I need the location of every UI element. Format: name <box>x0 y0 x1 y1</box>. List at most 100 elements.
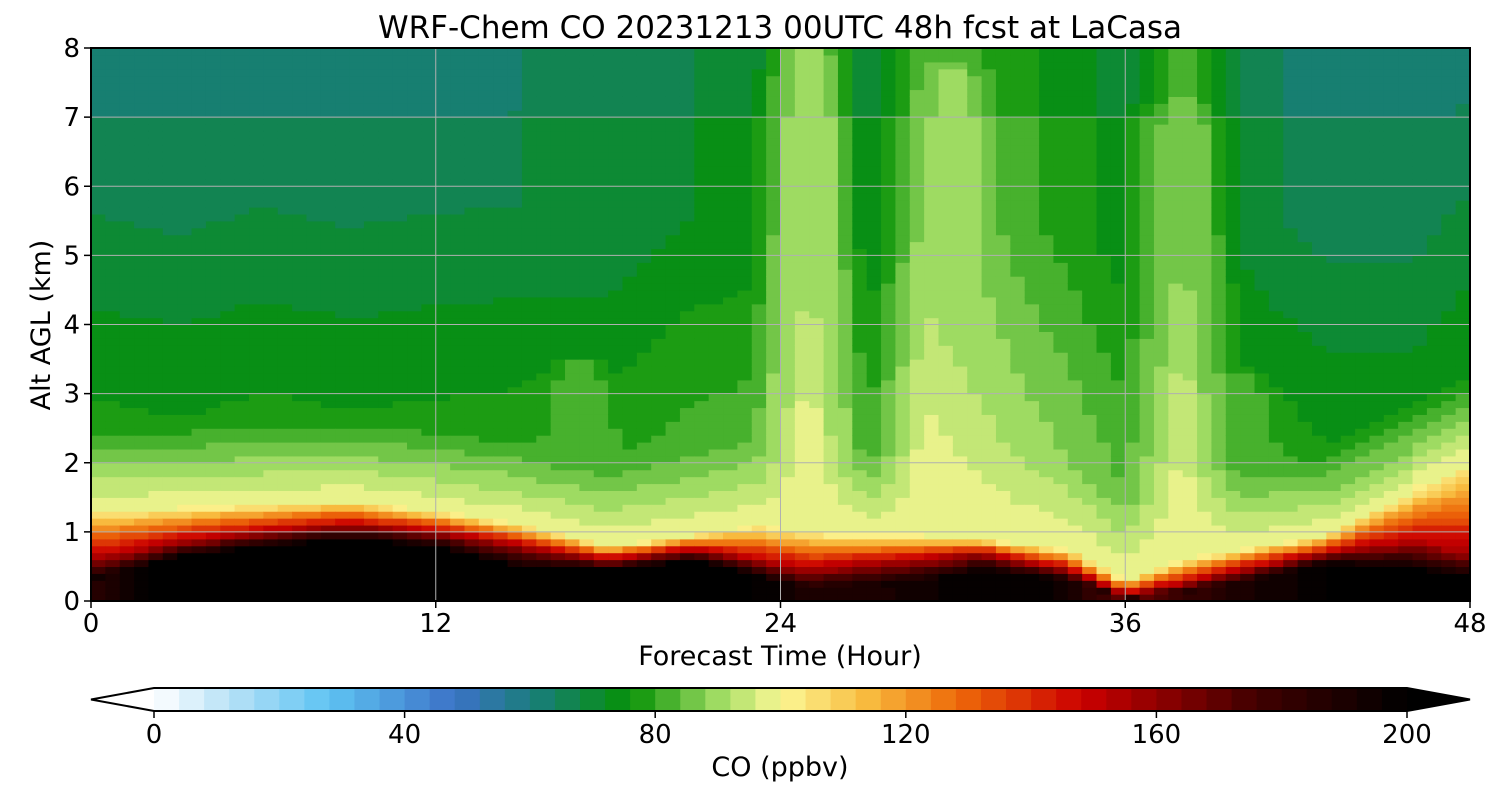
heatmap-cell <box>148 428 164 436</box>
heatmap-cell <box>249 573 264 581</box>
heatmap-cell <box>636 179 652 187</box>
heatmap-cell <box>162 213 178 222</box>
heatmap-cell <box>536 566 552 574</box>
heatmap-cell <box>378 248 394 256</box>
heatmap-cell <box>737 54 753 63</box>
heatmap-cell <box>162 345 178 353</box>
heatmap-cell <box>924 393 940 402</box>
heatmap-cell <box>766 262 782 270</box>
heatmap-cell <box>823 234 839 243</box>
heatmap-cell <box>320 283 336 291</box>
heatmap-cell <box>866 151 882 160</box>
heatmap-cell <box>665 110 681 118</box>
heatmap-cell <box>464 213 480 222</box>
heatmap-cell <box>694 317 710 326</box>
heatmap-cell <box>550 269 566 277</box>
heatmap-cell <box>392 206 408 215</box>
heatmap-cell <box>608 331 624 339</box>
heatmap-cell <box>435 469 451 478</box>
heatmap-cell <box>766 483 782 491</box>
heatmap-cell <box>651 359 667 367</box>
heatmap-cell <box>737 220 753 229</box>
heatmap-cell <box>378 137 394 146</box>
heatmap-cell <box>794 283 810 291</box>
heatmap-cell <box>421 96 437 104</box>
heatmap-cell <box>737 393 753 402</box>
heatmap-cell <box>450 276 466 284</box>
heatmap-cell <box>565 490 580 498</box>
heatmap-cell <box>507 213 523 222</box>
heatmap-cell <box>622 511 638 519</box>
heatmap-cell <box>392 186 408 194</box>
heatmap-cell <box>249 490 264 498</box>
heatmap-cell <box>450 407 466 415</box>
heatmap-cell <box>521 352 537 360</box>
heatmap-cell <box>636 359 652 367</box>
heatmap-cell <box>234 435 250 443</box>
heatmap-cell <box>507 262 523 270</box>
heatmap-cell <box>263 428 279 436</box>
heatmap-cell <box>550 262 566 270</box>
heatmap-cell <box>536 379 552 388</box>
heatmap-cell <box>478 193 494 201</box>
heatmap-cell <box>708 213 724 222</box>
heatmap-cell <box>464 310 480 319</box>
heatmap-cell <box>134 352 150 360</box>
heatmap-cell <box>263 248 279 256</box>
heatmap-cell <box>407 476 422 485</box>
heatmap-cell <box>938 545 954 554</box>
heatmap-cell <box>809 338 825 346</box>
heatmap-cell <box>837 359 853 367</box>
heatmap-cell <box>766 61 782 70</box>
heatmap-cell <box>737 68 753 77</box>
heatmap-cell <box>938 469 954 478</box>
heatmap-cell <box>162 338 178 346</box>
heatmap-cell <box>378 359 394 367</box>
heatmap-cell <box>679 103 695 111</box>
heatmap-cell <box>105 117 121 125</box>
heatmap-cell <box>608 407 624 415</box>
heatmap-cell <box>119 68 135 77</box>
heatmap-cell <box>478 110 494 118</box>
heatmap-cell <box>493 186 509 194</box>
heatmap-cell <box>91 103 106 111</box>
heatmap-cell <box>737 379 753 388</box>
heatmap-cell <box>694 248 710 256</box>
heatmap-cell <box>407 393 422 402</box>
heatmap-cell <box>435 124 451 132</box>
heatmap-cell <box>593 144 609 153</box>
heatmap-cell <box>450 331 466 339</box>
heatmap-cell <box>608 248 624 256</box>
heatmap-cell <box>493 144 509 153</box>
heatmap-cell <box>91 365 106 374</box>
heatmap-cell <box>665 206 681 215</box>
heatmap-cell <box>263 352 279 360</box>
heatmap-cell <box>895 324 911 333</box>
heatmap-cell <box>421 283 437 291</box>
heatmap-cell <box>177 504 193 512</box>
heatmap-cell <box>708 200 724 208</box>
heatmap-cell <box>392 82 408 91</box>
heatmap-cell <box>636 68 652 77</box>
heatmap-cell <box>938 559 954 568</box>
heatmap-cell <box>651 82 667 91</box>
heatmap-cell <box>967 158 983 167</box>
heatmap-cell <box>306 324 322 333</box>
heatmap-cell <box>177 262 193 270</box>
heatmap-cell <box>349 269 365 277</box>
heatmap-cell <box>220 469 236 478</box>
heatmap-cell <box>651 580 667 588</box>
heatmap-cell <box>837 538 853 547</box>
heatmap-cell <box>464 96 480 104</box>
heatmap-cell <box>292 117 308 125</box>
heatmap-cell <box>306 269 322 277</box>
heatmap-cell <box>220 103 236 111</box>
heatmap-cell <box>407 428 422 436</box>
heatmap-cell <box>665 213 681 222</box>
heatmap-cell <box>119 552 135 561</box>
heatmap-cell <box>622 538 638 547</box>
heatmap-cell <box>866 82 882 91</box>
heatmap-cell <box>407 172 422 180</box>
heatmap-cell <box>766 393 782 402</box>
heatmap-cell <box>866 137 882 146</box>
